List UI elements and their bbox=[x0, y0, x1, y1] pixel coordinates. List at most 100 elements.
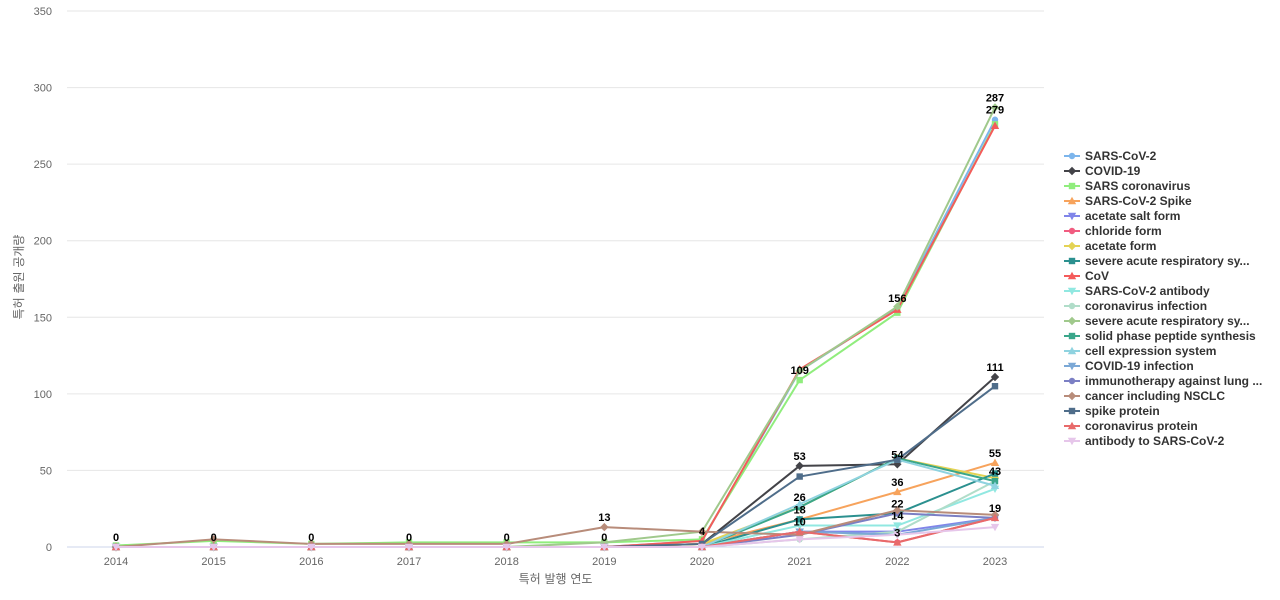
data-label: 3 bbox=[894, 527, 900, 539]
data-point bbox=[990, 513, 1000, 522]
y-tick-label: 50 bbox=[40, 465, 52, 477]
legend-marker bbox=[1068, 302, 1076, 310]
y-axis-title: 특허 출원 공개량 bbox=[12, 235, 26, 320]
legend-marker bbox=[1067, 212, 1077, 221]
x-tick-label: 2022 bbox=[885, 556, 909, 568]
y-tick-label: 350 bbox=[34, 6, 52, 18]
series-group bbox=[112, 121, 999, 549]
data-label: 287 bbox=[986, 92, 1004, 104]
y-tick-label: 100 bbox=[34, 389, 52, 401]
legend-item[interactable]: SARS coronavirus bbox=[1064, 179, 1191, 193]
legend-marker bbox=[1067, 421, 1077, 430]
data-label: 13 bbox=[598, 512, 610, 524]
legend-item[interactable]: spike protein bbox=[1064, 404, 1160, 418]
y-tick-label: 250 bbox=[34, 159, 52, 171]
legend-item[interactable]: cancer including NSCLC bbox=[1064, 389, 1225, 403]
legend-label: solid phase peptide synthesis bbox=[1085, 329, 1256, 343]
y-axis-ticks: 0 50 100 150 200 250 300 350 bbox=[34, 6, 52, 554]
data-label: 0 bbox=[308, 532, 314, 544]
legend-item[interactable]: COVID-19 infection bbox=[1064, 359, 1194, 373]
data-label: 4 bbox=[699, 526, 706, 538]
series-line bbox=[115, 106, 996, 548]
legend-label: SARS-CoV-2 bbox=[1085, 149, 1157, 163]
y-tick-label: 0 bbox=[46, 542, 52, 554]
data-point bbox=[991, 470, 999, 477]
data-point bbox=[991, 477, 999, 485]
legend-marker bbox=[1068, 152, 1076, 160]
data-point bbox=[795, 536, 804, 544]
legend-item[interactable]: SARS-CoV-2 antibody bbox=[1064, 284, 1210, 298]
y-tick-label: 150 bbox=[34, 312, 52, 324]
data-point bbox=[990, 121, 1000, 130]
data-point bbox=[502, 543, 511, 552]
legend-marker bbox=[1067, 346, 1077, 355]
legend-item[interactable]: solid phase peptide synthesis bbox=[1064, 329, 1256, 343]
x-tick-label: 2020 bbox=[690, 556, 714, 568]
legend-label: immunotherapy against lung ... bbox=[1085, 374, 1262, 388]
legend-item[interactable]: acetate form bbox=[1064, 239, 1156, 253]
y-tick-label: 200 bbox=[34, 236, 52, 248]
data-point bbox=[795, 527, 804, 535]
data-point bbox=[991, 383, 999, 390]
legend-item[interactable]: acetate salt form bbox=[1064, 209, 1180, 223]
legend-label: cancer including NSCLC bbox=[1085, 389, 1225, 403]
data-point bbox=[990, 523, 1000, 532]
legend-marker bbox=[1067, 391, 1077, 401]
legend-item[interactable]: coronavirus infection bbox=[1064, 299, 1207, 313]
x-tick-label: 2021 bbox=[787, 556, 811, 568]
series-group bbox=[111, 103, 1000, 552]
data-point bbox=[893, 506, 902, 515]
legend-item[interactable]: SARS-CoV-2 Spike bbox=[1064, 194, 1192, 208]
legend-label: acetate salt form bbox=[1085, 209, 1180, 223]
data-label: 54 bbox=[891, 449, 904, 461]
legend-marker bbox=[1067, 271, 1077, 280]
legend-item[interactable]: COVID-19 bbox=[1064, 164, 1141, 178]
series-group bbox=[111, 523, 1000, 552]
data-point bbox=[209, 535, 218, 544]
data-label: 0 bbox=[113, 532, 119, 544]
series-line bbox=[115, 123, 996, 547]
legend-label: acetate form bbox=[1085, 239, 1156, 253]
legend-item[interactable]: severe acute respiratory sy... bbox=[1064, 314, 1250, 328]
legend-item[interactable]: cell expression system bbox=[1064, 344, 1216, 358]
x-axis-ticks: 2014 2015 2016 2017 2018 2019 2020 2021 2022 2023 bbox=[104, 556, 1007, 568]
x-tick-label: 2017 bbox=[397, 556, 421, 568]
data-point bbox=[893, 531, 902, 539]
data-label: 36 bbox=[891, 477, 903, 489]
data-point bbox=[893, 538, 902, 546]
data-label: 0 bbox=[504, 532, 510, 544]
legend-item[interactable]: antibody to SARS-CoV-2 bbox=[1064, 434, 1225, 448]
x-axis-title: 특허 발행 연도 bbox=[519, 571, 593, 586]
x-tick-label: 2016 bbox=[299, 556, 323, 568]
legend-label: severe acute respiratory sy... bbox=[1085, 314, 1250, 328]
legend-item[interactable]: coronavirus protein bbox=[1064, 419, 1198, 433]
data-point bbox=[795, 499, 804, 508]
data-point bbox=[893, 522, 902, 530]
legend-item[interactable]: severe acute respiratory sy... bbox=[1064, 254, 1250, 268]
legend-marker bbox=[1067, 166, 1077, 176]
legend-label: SARS-CoV-2 antibody bbox=[1085, 284, 1210, 298]
legend-item[interactable]: SARS-CoV-2 bbox=[1064, 149, 1157, 163]
legend-item[interactable]: immunotherapy against lung ... bbox=[1064, 374, 1262, 388]
data-label: 0 bbox=[601, 532, 607, 544]
data-point bbox=[307, 543, 316, 552]
legend-label: antibody to SARS-CoV-2 bbox=[1085, 434, 1225, 448]
data-label: 53 bbox=[794, 451, 806, 463]
legend-item[interactable]: CoV bbox=[1064, 269, 1109, 283]
legend-item[interactable]: chloride form bbox=[1064, 224, 1162, 238]
legend-marker bbox=[1068, 407, 1076, 415]
data-label: 19 bbox=[989, 503, 1001, 515]
x-tick-label: 2014 bbox=[104, 556, 128, 568]
data-label: 0 bbox=[211, 532, 217, 544]
data-label: 10 bbox=[794, 517, 806, 529]
data-point bbox=[894, 456, 901, 463]
data-label: 26 bbox=[794, 492, 806, 504]
x-tick-label: 2018 bbox=[494, 556, 518, 568]
series-line bbox=[115, 385, 996, 548]
legend-label: SARS-CoV-2 Spike bbox=[1085, 194, 1192, 208]
data-label: 111 bbox=[986, 362, 1003, 374]
